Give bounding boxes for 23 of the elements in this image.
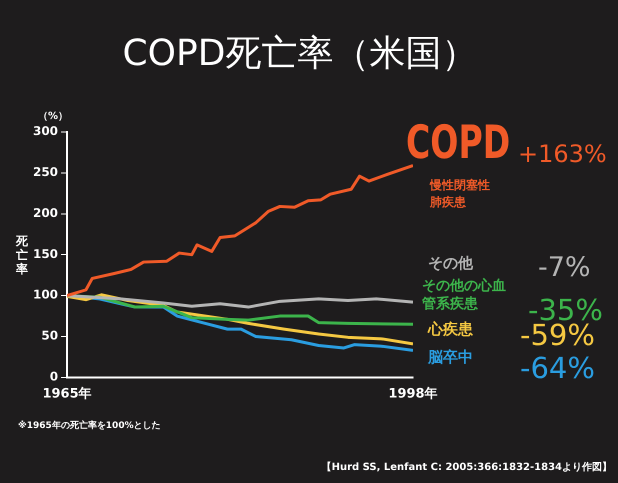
x-tick-label: 1965年 [42, 386, 92, 402]
y-tick-label: 0 [50, 370, 58, 384]
y-tick-label: 150 [32, 246, 58, 261]
text: ※1965年の死亡率を100%とした [18, 420, 161, 431]
series-label: その他の心血管系疾患 [421, 277, 506, 312]
text: +163% [518, 140, 607, 168]
y-axis-title: 死亡率 [15, 234, 29, 276]
text: 【Hurd SS, Lenfant C: 2005:366:1832-1834より作図】 [322, 461, 612, 473]
y-tick-label: 300 [32, 124, 58, 138]
y-tick-label: 250 [32, 165, 58, 180]
text: -64% [520, 351, 595, 385]
text: （%） [38, 111, 68, 122]
series-label: 心疾患 [427, 320, 474, 338]
y-tick-label: 200 [32, 206, 58, 220]
series-label: COPD [406, 116, 510, 170]
chart-title: COPD死亡率（米国） [122, 33, 478, 74]
text: -7% [538, 252, 591, 283]
y-tick-label: 50 [41, 328, 58, 343]
y-tick-label: 100 [32, 288, 58, 302]
text: その他 [428, 254, 474, 272]
text: 慢性閉塞性肺疾患 [429, 178, 490, 209]
series-label: 脳卒中 [427, 348, 473, 366]
x-tick-label: 1998年 [388, 386, 438, 402]
